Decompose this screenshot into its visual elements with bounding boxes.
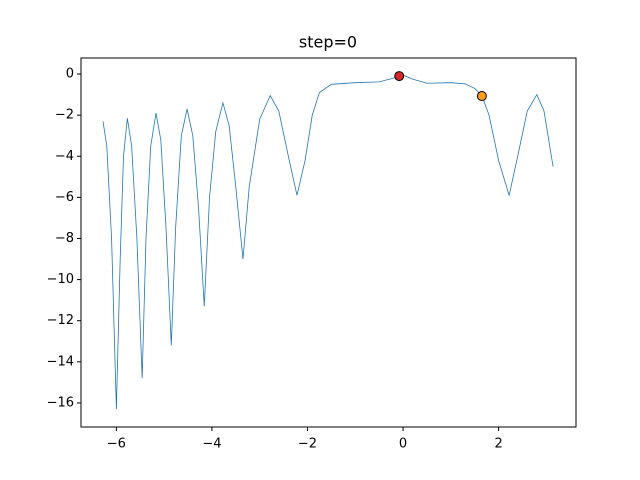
axes-frame [80,57,577,428]
y-tick-label: −10 [47,272,74,287]
chart-title: step=0 [299,33,357,52]
x-tick-label: 2 [494,437,502,452]
curve [102,74,554,410]
y-tick-label: −2 [55,108,74,123]
y-tick-label: 0 [66,67,74,82]
y-tick-label: −6 [55,190,74,205]
y-tick-label: −8 [55,231,74,246]
x-tick-label: −6 [107,437,126,452]
y-tick-label: −16 [47,395,74,410]
x-tick-label: −2 [298,437,317,452]
y-tick-label: −12 [47,313,74,328]
y-tick-label: −14 [47,354,74,369]
x-tick-label: 0 [399,437,407,452]
x-tick-label: −4 [202,437,221,452]
point [476,91,487,102]
point [394,71,405,82]
y-tick-label: −4 [55,149,74,164]
